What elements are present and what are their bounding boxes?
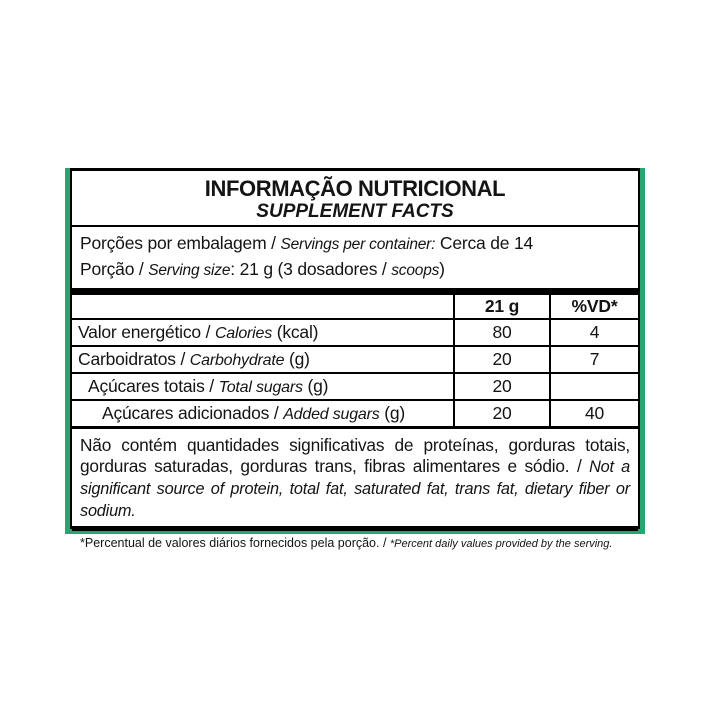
nutrient-name-unit: (g) — [379, 402, 405, 423]
disclaimer-text: Não contém quantidades significativas de… — [72, 429, 638, 531]
footnote-en: *Percent daily values provided by the se… — [389, 537, 613, 550]
nutrient-name: Carboidratos / Carbohydrate (g) — [72, 346, 454, 374]
table-row-calories: Valor energético / Calories (kcal) 80 4 — [72, 319, 638, 347]
disclaimer-en: Not a significant source of protein, tot… — [80, 457, 630, 520]
dv-value: 40 — [549, 400, 638, 429]
table-row-total-sugars: Açúcares totais / Total sugars (g) 20 — [72, 373, 638, 401]
table-header-amount: 21 g — [453, 295, 550, 320]
amount-value: 20 — [453, 400, 550, 429]
nutrient-name-pt: Carboidratos / — [78, 349, 190, 369]
servings-per-container-value: Cerca de 14 — [435, 233, 534, 253]
dv-value — [549, 373, 638, 401]
nutrient-name: Açúcares adicionados / Added sugars (g) — [72, 400, 454, 429]
dv-value: 7 — [549, 346, 638, 374]
thick-divider-bar — [72, 288, 638, 295]
nutrient-name-unit: (g) — [302, 376, 329, 396]
nutrition-label-panel: INFORMAÇÃO NUTRICIONAL SUPPLEMENT FACTS … — [70, 168, 640, 550]
table-header-nutrient — [72, 295, 454, 320]
amount-value: 20 — [453, 373, 550, 401]
nutrient-name-en: Added sugars — [283, 405, 380, 423]
serving-size-en: Serving size — [148, 262, 231, 279]
serving-info-section: Porções por embalagem / Servings per con… — [72, 227, 638, 288]
label-title-pt: INFORMAÇÃO NUTRICIONAL — [204, 176, 506, 201]
servings-per-container-line: Porções por embalagem / Servings per con… — [80, 231, 630, 257]
serving-size-value: : 21 g (3 dosadores / — [230, 259, 392, 279]
nutrient-name-pt: Açúcares adicionados / — [102, 402, 284, 423]
nutrient-name-en: Calories — [214, 325, 273, 342]
footnote-text: *Percentual de valores diários fornecido… — [72, 531, 638, 555]
serving-size-scoops-en: scoops — [391, 262, 440, 279]
label-title-en: SUPPLEMENT FACTS — [256, 201, 454, 222]
dv-value: 4 — [549, 319, 638, 347]
amount-value: 80 — [453, 319, 550, 347]
nutrition-table: 21 g %VD* Valor energético / Calories (k… — [72, 295, 638, 429]
table-header-row: 21 g %VD* — [72, 295, 638, 320]
servings-per-container-en: Servings per container: — [280, 236, 436, 253]
serving-size-pt: Porção / — [80, 259, 149, 279]
label-header: INFORMAÇÃO NUTRICIONAL SUPPLEMENT FACTS — [72, 171, 638, 227]
disclaimer-pt: Não contém quantidades significativas de… — [80, 434, 630, 476]
amount-value: 20 — [453, 346, 550, 374]
footnote-pt: *Percentual de valores diários fornecido… — [80, 535, 390, 550]
nutrient-name: Valor energético / Calories (kcal) — [72, 319, 454, 347]
serving-size-line: Porção / Serving size: 21 g (3 dosadores… — [80, 257, 630, 283]
table-header-dv: %VD* — [549, 295, 638, 320]
table-row-carbohydrate: Carboidratos / Carbohydrate (g) 20 7 — [72, 346, 638, 374]
servings-per-container-pt: Porções por embalagem / — [80, 233, 281, 253]
nutrient-name-en: Total sugars — [218, 379, 303, 396]
serving-size-close: ) — [439, 259, 445, 279]
nutrient-name-unit: (kcal) — [272, 322, 319, 342]
nutrient-name-pt: Valor energético / — [78, 322, 215, 342]
nutrient-name-unit: (g) — [284, 349, 310, 369]
nutrition-label: INFORMAÇÃO NUTRICIONAL SUPPLEMENT FACTS … — [65, 168, 645, 550]
table-row-added-sugars: Açúcares adicionados / Added sugars (g) … — [72, 400, 638, 429]
nutrient-name-en: Carbohydrate — [189, 352, 285, 369]
nutrient-name-pt: Açúcares totais / — [88, 376, 219, 396]
nutrient-name: Açúcares totais / Total sugars (g) — [72, 373, 454, 401]
